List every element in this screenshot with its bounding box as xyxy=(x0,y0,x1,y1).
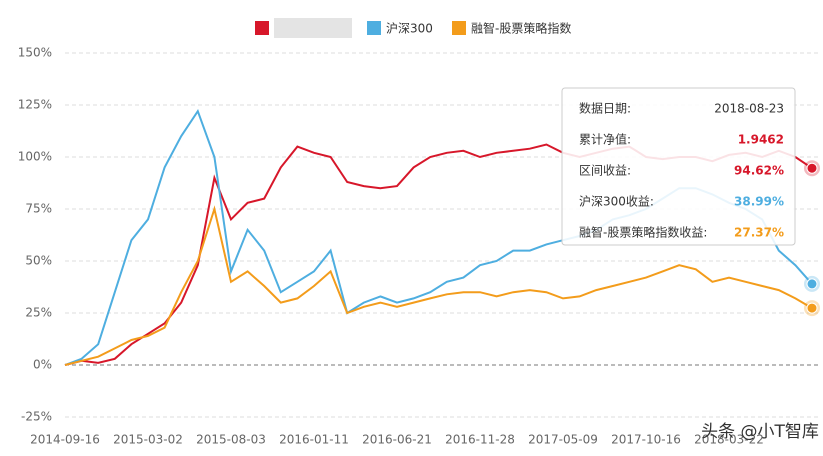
legend: 沪深300 融智-股票策略指数 xyxy=(255,18,571,38)
end-marker xyxy=(806,278,818,290)
tooltip-box xyxy=(561,87,796,246)
tooltip: 数据日期: 2018-08-23 累计净值: 1.9462 区间收益: 94.62% 沪深3… xyxy=(561,87,796,246)
legend-label: 沪深300 xyxy=(386,22,433,36)
series-line xyxy=(64,205,813,366)
y-tick-label: -25% xyxy=(21,410,52,424)
y-tick-label: 0% xyxy=(33,358,52,372)
tooltip-value: 1.9462 xyxy=(738,133,784,147)
x-tick-label: 2017-05-09 xyxy=(528,433,598,447)
x-tick-label: 2018-03-22 xyxy=(694,433,764,447)
legend-blur xyxy=(274,18,352,38)
watermark: 头条 @小T智库 xyxy=(701,422,819,442)
x-tick-label: 2015-08-03 xyxy=(196,433,266,447)
tooltip-value: 38.99% xyxy=(734,195,784,209)
y-tick-label: 25% xyxy=(25,306,52,320)
x-tick-label: 2014-09-16 xyxy=(30,433,100,447)
tooltip-value: 2018-08-23 xyxy=(714,102,784,116)
x-tick-label: 2017-10-16 xyxy=(611,433,681,447)
legend-swatch xyxy=(255,21,269,35)
x-tick-label: 2016-01-11 xyxy=(279,433,349,447)
tooltip-value: 27.37% xyxy=(734,226,784,240)
y-tick-label: 50% xyxy=(25,254,52,268)
legend-label: 融智-股票策略指数 xyxy=(471,21,571,36)
end-marker xyxy=(806,162,818,174)
legend-swatch xyxy=(452,21,466,35)
tooltip-label: 数据日期: xyxy=(579,101,631,116)
legend-swatch xyxy=(367,21,381,35)
y-tick-label: 75% xyxy=(25,202,52,216)
x-tick-label: 2016-06-21 xyxy=(362,433,432,447)
y-tick-label: 100% xyxy=(18,150,52,164)
end-marker xyxy=(806,302,818,314)
tooltip-label: 沪深300收益: xyxy=(579,195,654,209)
y-tick-label: 125% xyxy=(18,98,52,112)
tooltip-label: 区间收益: xyxy=(579,164,631,178)
x-tick-label: 2016-11-28 xyxy=(445,433,515,447)
tooltip-value: 94.62% xyxy=(734,164,784,178)
x-tick-label: 2015-03-02 xyxy=(113,433,183,447)
tooltip-label: 融智-股票策略指数收益: xyxy=(579,225,707,240)
tooltip-label: 累计净值: xyxy=(579,132,631,147)
y-tick-label: 150% xyxy=(18,46,52,60)
